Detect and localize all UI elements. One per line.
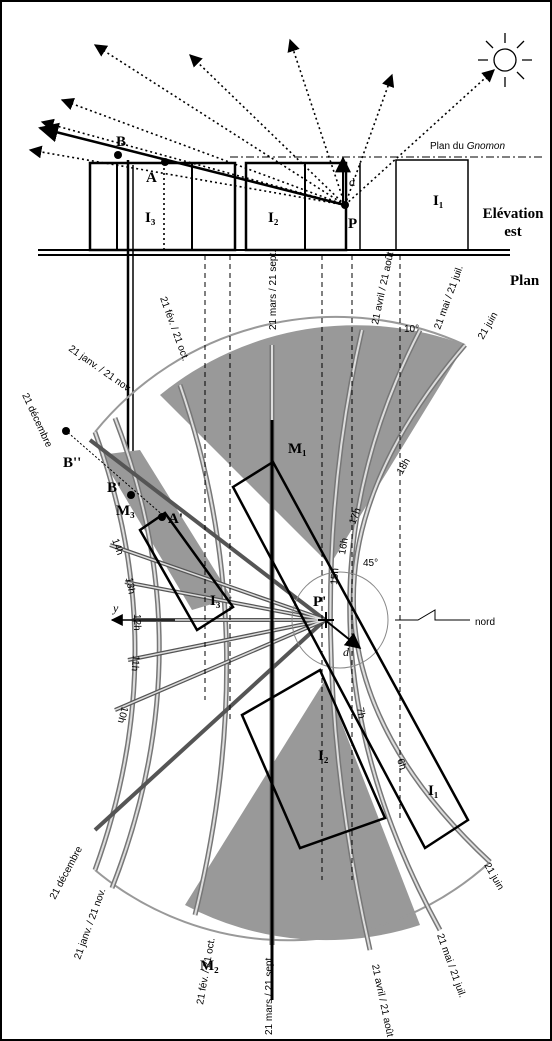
angle-label: 45° — [363, 558, 378, 569]
block-label: I₃ — [145, 210, 156, 226]
date-label: 21 avril / 21 août — [370, 251, 396, 326]
shape — [341, 201, 349, 209]
date-label: 21 mars / 21 sept. — [268, 250, 279, 330]
shape — [94, 431, 136, 871]
region-label: M₁ — [288, 441, 307, 457]
point-a: A — [146, 170, 157, 186]
region-label: M₂ — [200, 958, 219, 974]
point-b2: B'' — [63, 455, 81, 471]
hour-label: 17h — [347, 507, 363, 526]
shape — [28, 145, 346, 206]
shape — [114, 151, 122, 159]
block-label: I₃ — [210, 593, 221, 609]
block-label: I₂ — [318, 748, 329, 764]
shape — [114, 619, 326, 711]
hour-label: 11h — [129, 655, 141, 672]
block-label: I₁ — [433, 193, 443, 209]
hour-label: 12h — [131, 614, 142, 631]
hour-label: 16h — [337, 537, 351, 555]
shape — [158, 513, 166, 521]
shape — [493, 48, 517, 72]
gnomon-plane: Plan du Gnomon — [430, 141, 505, 152]
shape — [28, 38, 495, 206]
shape — [127, 491, 135, 499]
shape — [231, 460, 470, 850]
hour-label: 13h — [123, 577, 137, 595]
hour-label: 7h — [354, 707, 367, 720]
shape — [344, 69, 495, 206]
point-a1: A' — [168, 511, 183, 527]
shape — [88, 161, 237, 252]
shape — [344, 73, 395, 206]
shape — [478, 33, 532, 87]
date-label: 21 juin — [481, 861, 505, 892]
north-label: nord — [475, 617, 495, 628]
shape — [161, 158, 169, 166]
shape — [189, 54, 346, 206]
shape — [318, 612, 334, 628]
shape — [478, 33, 532, 87]
shape — [240, 668, 387, 850]
date-label: 21 juin — [476, 310, 500, 341]
shape — [93, 618, 327, 832]
shape — [109, 544, 326, 621]
date-label: 21 janv. / 21 nov. — [66, 343, 133, 395]
point-p: P — [348, 216, 357, 232]
shape — [160, 325, 465, 565]
date-label: 21 janv. / 21 nov. — [72, 887, 108, 961]
date-label: 21 mai / 21 juil. — [434, 932, 467, 999]
date-label: 21 fév. / 21 oct. — [157, 295, 190, 362]
axis-y: y — [112, 601, 119, 615]
plan-drawing — [62, 255, 492, 1000]
view-title: Elévation — [483, 206, 544, 222]
shape — [100, 450, 232, 610]
view-title: est — [504, 224, 522, 240]
shape — [138, 511, 235, 632]
shape — [62, 427, 70, 435]
region-label: M₃ — [116, 503, 135, 519]
shape — [94, 315, 466, 433]
shape — [324, 619, 362, 649]
point-p1: P' — [313, 594, 326, 610]
block-label: I₁ — [428, 783, 438, 799]
shape — [287, 38, 346, 206]
shape — [395, 609, 470, 621]
gnomon-plane-text: Plan du — [430, 141, 464, 152]
shape — [329, 329, 371, 951]
shape — [395, 159, 469, 251]
elevation — [28, 33, 545, 492]
hour-label: 15h — [329, 568, 341, 586]
angle-label: 10° — [404, 324, 419, 335]
shape — [94, 861, 491, 942]
date-label: 21 décembre — [48, 844, 85, 901]
plan-title: Plan — [510, 273, 540, 289]
date-label: 21 mai / 21 juil. — [432, 264, 465, 331]
date-label: 21 décembre — [19, 392, 54, 450]
shape — [124, 581, 326, 621]
shape — [60, 98, 346, 206]
shape — [38, 122, 346, 207]
hour-label: 18h — [395, 457, 413, 477]
point-b: B — [116, 134, 126, 150]
shape — [348, 329, 441, 931]
shape — [88, 438, 327, 622]
shape — [111, 417, 161, 889]
hour-label: 6h — [394, 757, 408, 771]
date-label: 21 avril / 21 août — [369, 963, 395, 1038]
shape — [185, 680, 420, 941]
shape — [291, 571, 389, 669]
shape — [40, 118, 346, 206]
gnomon-word: Gnomon — [467, 141, 506, 152]
point-b1: B' — [107, 480, 121, 496]
distance-d: d — [349, 175, 355, 189]
distance-d: d — [343, 645, 350, 659]
hour-label: 14h — [109, 537, 125, 556]
block-label: I₂ — [268, 210, 279, 226]
date-label: 21 mars / 21 sept. — [264, 955, 275, 1035]
hour-label: 10h — [115, 705, 130, 724]
shape — [244, 161, 348, 252]
